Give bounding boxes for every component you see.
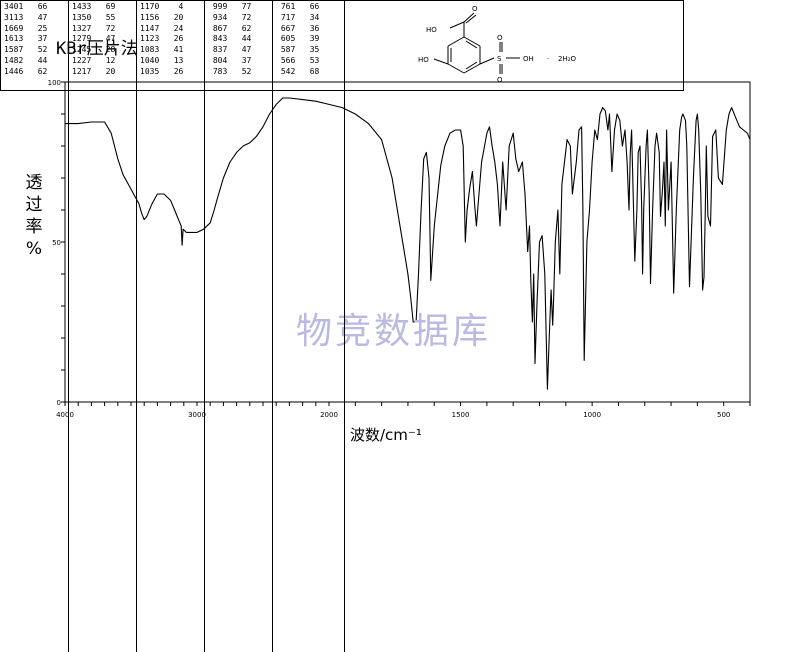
hydrate-label: 2H₂O [558,55,577,63]
y-axis-label-char: 透 [25,173,43,193]
peak-row: 804 37 [208,55,252,65]
phenol-oh-label: HO [418,56,429,64]
peak-row: 1035 26 [140,66,184,76]
table-divider [272,0,273,652]
carbonyl-o-label: O [472,5,478,13]
x-tick-label: 1000 [583,411,601,419]
peak-column: 1433 69 1350 55 1327 72 1279 47 1245 28 1227 … [72,2,115,89]
y-tick-label: 50 [52,239,61,247]
x-tick-label: 1500 [452,411,470,419]
peak-row: 1279 47 [72,34,116,44]
peak-row: 761 66 [276,2,320,11]
ir-spectrum-chart: 0 50 100 4000 3000 2000 1500 1000 500 [48,79,751,419]
y-tick-label: 0 [57,399,61,407]
peak-row: 667 36 [276,23,320,33]
peak-row: 1040 13 [140,55,184,65]
peak-row: 1147 24 [140,23,184,33]
peak-row: 605 39 [276,34,320,44]
peak-row: 1446 62 [4,66,48,76]
table-divider [136,0,137,652]
peak-row: 1083 41 [140,45,184,55]
method-label: KBr压片法 [56,39,138,59]
peak-column: 999 77 934 72 867 62 843 44 837 47 804 3… [208,2,252,89]
peak-row: 1217 20 [72,66,116,76]
peak-row: 783 52 [208,66,252,76]
x-tick-label: 500 [717,411,730,419]
peak-row: 1587 52 [4,45,48,55]
y-axis-label-char: 率 [25,217,43,237]
y-tick-label: 100 [48,79,61,87]
peak-row: 1482 44 [4,55,48,65]
peak-row: 566 53 [276,55,320,65]
peak-row: 1613 37 [4,34,48,44]
x-axis-label: 波数/cm⁻¹ [350,426,422,444]
peak-column: 1170 4 1156 20 1147 24 1123 26 1083 41 1040 1… [140,2,183,89]
sulfonic-oh-label: OH [523,55,534,63]
peak-row: 1350 55 [72,12,116,22]
peak-row: 1156 20 [140,12,184,22]
peak-row: 843 44 [208,34,252,44]
y-axis-label: 透 过 率 % [22,172,46,260]
sulfur-label: S [497,55,502,63]
dot-label: · [547,55,549,63]
peak-row: 867 62 [208,23,252,33]
table-divider [204,0,205,652]
x-tick-label: 2000 [320,411,338,419]
peak-row: 717 34 [276,12,320,22]
peak-row: 1433 69 [72,2,116,11]
acid-oh-label: HO [426,26,437,34]
y-axis-label-char: % [25,239,43,259]
peak-row: 3113 47 [4,12,48,22]
peak-column: 761 66 717 34 667 36 605 39 587 35 566 5… [276,2,320,89]
watermark: 物竞数据库 [296,311,492,352]
peak-row: 837 47 [208,45,252,55]
sulfonyl-o-bottom-label: O [497,76,503,84]
table-divider [68,0,69,652]
peak-row: 1227 12 [72,55,116,65]
peak-table: 3401 66 3113 47 1669 25 1613 37 1587 52 1482 … [0,0,684,652]
peak-row: 934 72 [208,12,252,22]
peak-row: 1245 28 [72,45,116,55]
transmittance-line [65,97,751,390]
peak-row: 542 68 [276,66,320,76]
y-axis-label-char: 过 [25,195,43,215]
peak-row: 3401 66 [4,2,48,11]
x-tick-label: 3000 [188,411,206,419]
peak-row: 999 77 [208,2,252,11]
peak-column: 3401 66 3113 47 1669 25 1613 37 1587 52 1482 … [4,2,47,89]
table-divider [344,0,345,652]
molecule-structure: O HO HO S O O OH · 2H₂O [418,5,577,84]
x-tick-label: 4000 [56,411,74,419]
sulfonyl-o-top-label: O [497,34,503,42]
peak-row: 1123 26 [140,34,184,44]
peak-row: 1327 72 [72,23,116,33]
peak-row: 587 35 [276,45,320,55]
peak-row: 1170 4 [140,2,184,11]
peak-row: 1669 25 [4,23,48,33]
